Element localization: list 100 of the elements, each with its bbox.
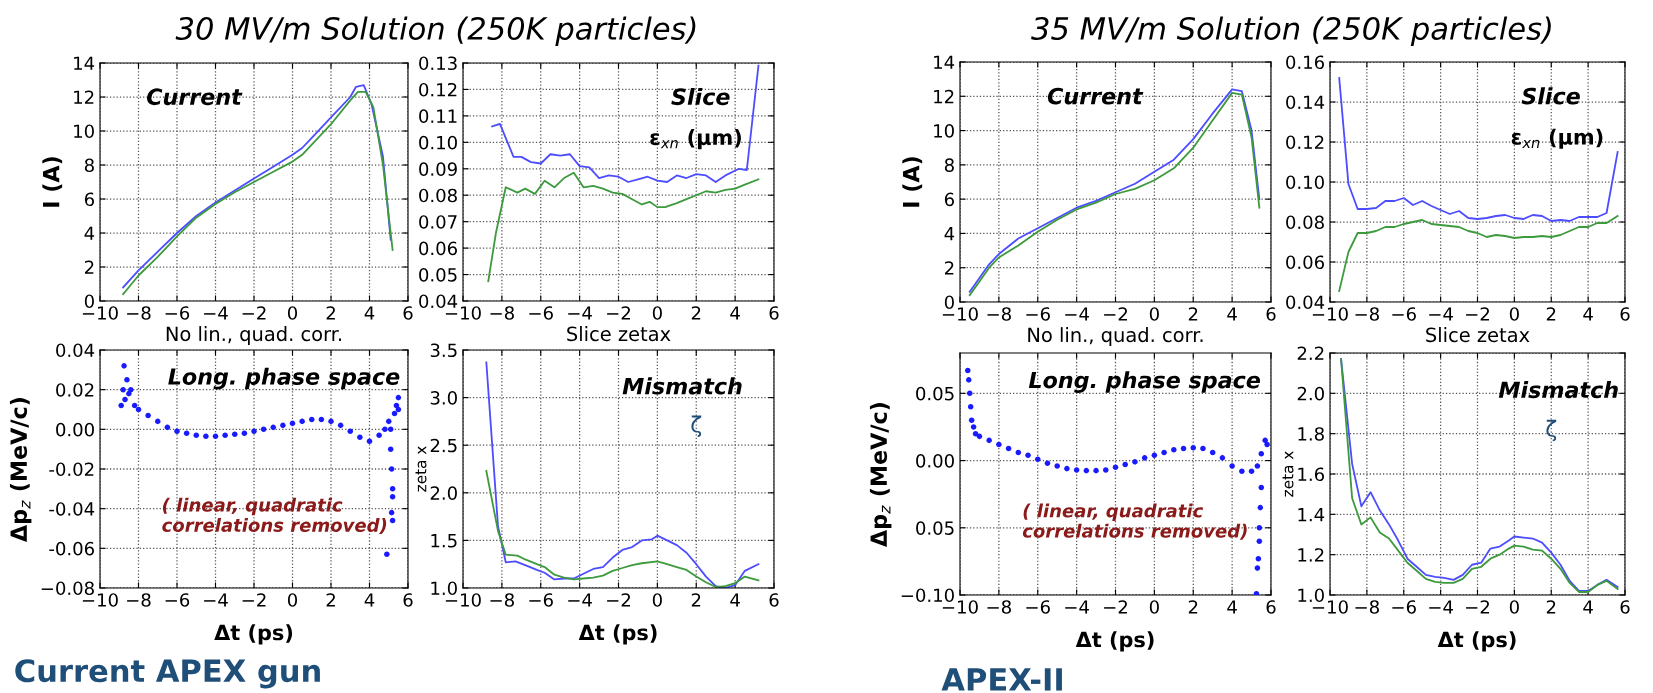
annotation: Slice — [1521, 87, 1580, 105]
point — [966, 390, 973, 397]
point — [328, 418, 334, 425]
annotation: ε$_{xn}$ (µm) — [650, 129, 741, 150]
y-axis-title: zeta x — [1282, 451, 1294, 497]
annotation: Long. phase space — [168, 367, 400, 390]
y-tick-label: 1.8 — [1298, 427, 1324, 441]
point — [1257, 504, 1264, 511]
point — [1190, 445, 1197, 451]
x-tick-label: 0 — [1509, 307, 1519, 321]
point — [251, 428, 257, 435]
y-tick-label: 0.05 — [916, 521, 954, 535]
point — [1151, 452, 1158, 458]
point — [1044, 460, 1051, 467]
y-tick-label: 0.07 — [419, 215, 457, 229]
line-series — [485, 469, 760, 588]
point — [1161, 449, 1167, 456]
point — [389, 517, 396, 524]
x-tick-label: 2 — [691, 306, 701, 320]
y-tick-label: 10 — [74, 124, 94, 139]
x-tick-label: −2 — [1466, 307, 1489, 321]
point — [1248, 468, 1255, 475]
y-tick-label: 8 — [84, 158, 94, 173]
point — [968, 417, 975, 423]
x-tick-label: −8 — [1355, 600, 1379, 614]
point — [1054, 463, 1060, 469]
y-tick-label: 2 — [84, 260, 94, 274]
x-tick-label: −4 — [204, 306, 228, 320]
point — [260, 426, 267, 433]
point — [222, 432, 228, 439]
point — [986, 437, 992, 444]
point — [1262, 437, 1268, 444]
y-tick-label: 1.4 — [1298, 508, 1325, 522]
x-tick-label: −2 — [242, 306, 266, 320]
y-tick-label: 0.00 — [916, 454, 954, 468]
point — [1200, 445, 1206, 452]
x-axis-title: Δt (ps) — [1437, 631, 1516, 652]
x-tick-label: −8 — [987, 307, 1011, 321]
annotation: ( linear, quadratic correlations removed) — [162, 497, 387, 535]
annotation: Slice — [671, 87, 730, 106]
x-tick-label: −4 — [1429, 600, 1453, 614]
y-tick-label: 12 — [934, 89, 954, 104]
x-tick-label: 6 — [769, 306, 779, 320]
point — [1256, 538, 1263, 544]
point — [280, 422, 286, 429]
y-tick-label: 0.12 — [419, 82, 457, 97]
x-tick-label: 4 — [1227, 600, 1237, 614]
point — [1229, 463, 1235, 469]
x-tick-label: −6 — [529, 593, 553, 607]
point — [308, 416, 315, 423]
x-tick-label: −10 — [82, 593, 118, 607]
line-series — [1338, 77, 1619, 222]
point — [289, 420, 296, 427]
point — [183, 430, 190, 437]
x-tick-label: 4 — [1227, 307, 1237, 321]
y-tick-label: 0.09 — [419, 162, 457, 176]
y-axis-title: I (A) — [42, 157, 63, 207]
point — [1258, 484, 1265, 491]
point — [347, 428, 354, 435]
y-tick-label: 0.06 — [419, 241, 457, 256]
x-tick-label: −6 — [1392, 307, 1416, 321]
x-tick-label: −6 — [1026, 600, 1050, 614]
x-tick-label: −4 — [1429, 307, 1453, 321]
y-axis-title: Δp$_{z}$ (MeV/c) — [9, 398, 32, 542]
point — [128, 386, 134, 393]
point — [1122, 461, 1128, 468]
y-tick-label: 0.12 — [1286, 135, 1324, 150]
point — [1209, 449, 1216, 456]
x-tick-label: −2 — [607, 593, 630, 607]
point — [122, 396, 128, 403]
point — [193, 432, 200, 439]
y-tick-label: 0.08 — [1286, 215, 1324, 230]
text: APEX-II — [941, 668, 1062, 691]
x-tick-label: 6 — [769, 593, 779, 607]
x-tick-label: −6 — [1026, 307, 1050, 321]
x-tick-label: −10 — [445, 593, 481, 607]
point — [1171, 447, 1177, 453]
x-tick-label: −4 — [1065, 307, 1089, 321]
point — [118, 402, 124, 409]
point — [1254, 565, 1261, 571]
point — [965, 367, 971, 374]
y-tick-label: 0.11 — [419, 109, 457, 124]
x-tick-label: 2 — [1188, 307, 1198, 321]
chart-title: 35 MV/m Solution (250K particles) — [1031, 16, 1551, 46]
y-tick-label: 0.10 — [1286, 175, 1324, 190]
x-tick-label: 4 — [1583, 600, 1593, 614]
x-axis-title: Δt (ps) — [214, 624, 293, 645]
x-tick-label: 2 — [1188, 600, 1198, 614]
point — [389, 486, 396, 492]
x-tick-label: −6 — [1392, 600, 1416, 614]
point — [1083, 467, 1090, 474]
annotation: Long. phase space — [1028, 371, 1261, 393]
point — [385, 418, 392, 425]
point — [164, 424, 171, 431]
y-tick-label: 6 — [944, 192, 954, 207]
point — [124, 376, 130, 383]
x-tick-label: 2 — [326, 306, 335, 320]
x-tick-label: 0 — [287, 306, 298, 320]
y-tick-label: 0.04 — [56, 343, 95, 358]
x-tick-label: −4 — [568, 306, 592, 320]
